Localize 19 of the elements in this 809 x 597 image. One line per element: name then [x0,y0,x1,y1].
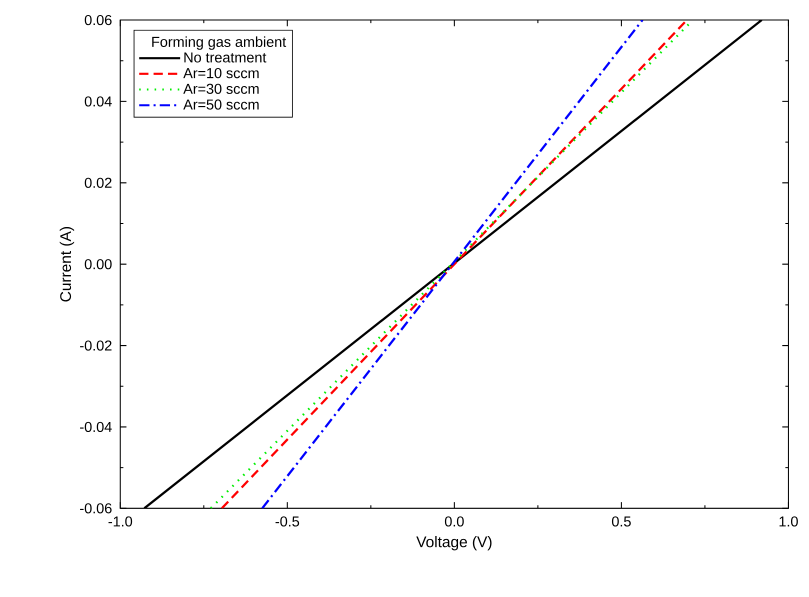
y-axis-title: Current (A) [60,227,74,302]
legend-label: Ar=10 sccm [183,68,259,78]
y-tick-label: 0.02 [84,178,112,188]
y-tick-label: 0.06 [84,15,112,26]
legend-label: Ar=30 sccm [183,84,259,94]
y-tick-label: -0.04 [80,422,112,432]
legend-label: Ar=50 sccm [183,100,259,110]
x-tick-label: -0.5 [276,516,300,527]
x-tick-label: 0.0 [444,516,464,527]
y-tick-label: -0.06 [80,503,112,514]
x-tick-label: 0.5 [612,516,631,527]
x-axis-title: Voltage (V) [416,536,492,550]
y-tick-label: 0.04 [84,96,112,107]
y-tick-label: 0.00 [84,259,112,270]
legend-title: Forming gas ambient [152,36,286,50]
x-tick-label: 1.0 [780,516,798,527]
legend-label: No treatment [184,52,266,63]
x-tick-label: -1.0 [108,516,132,527]
y-tick-label: -0.02 [80,340,112,351]
